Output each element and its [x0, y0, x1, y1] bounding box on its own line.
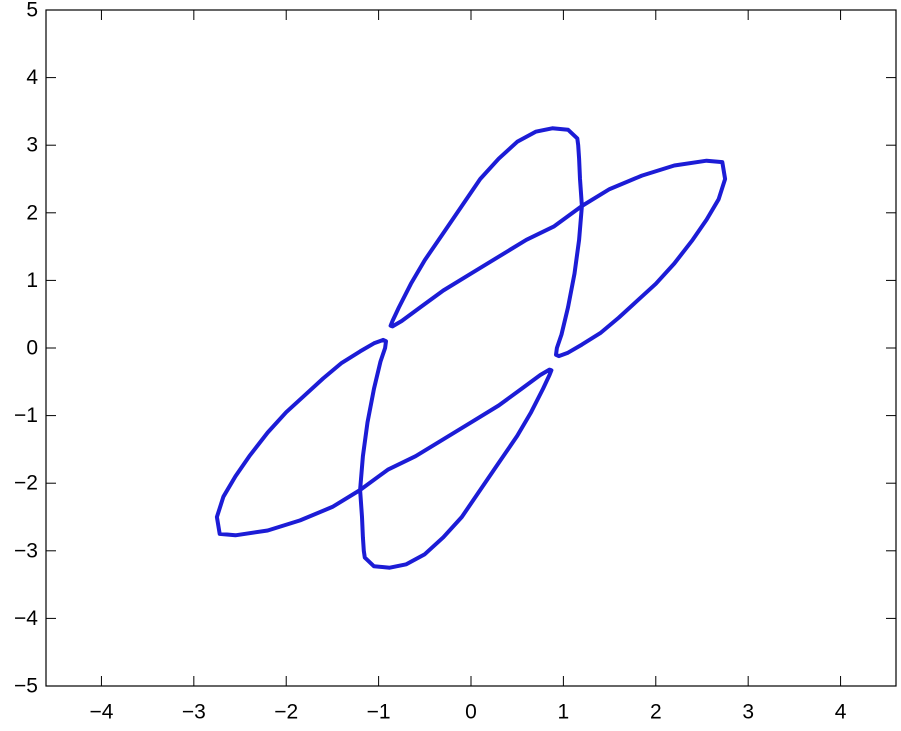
x-tick-label: −1: [367, 701, 391, 724]
y-tick-label: 0: [26, 337, 38, 360]
y-tick-label: 1: [26, 269, 38, 292]
x-tick-label: −3: [182, 701, 206, 724]
tick-layer: −4 −3 −2 −1 0 1 2 3 4 5 4 3 2 1 0 −1 −2 −3 −4 −5: [14, 0, 896, 724]
y-tick-label: −2: [14, 472, 38, 495]
curve-series-1: [388, 126, 728, 359]
y-tick-label: −4: [14, 607, 38, 630]
y-tick-label: −1: [14, 404, 38, 427]
y-tick-label: −5: [14, 675, 38, 698]
x-tick-label: 1: [558, 701, 570, 724]
x-tick-label: 3: [742, 701, 754, 724]
curve-series-2: [214, 337, 554, 570]
plot-frame: [45, 9, 897, 687]
y-tick-label: 4: [26, 66, 38, 89]
y-tick-label: 2: [26, 201, 38, 224]
y-tick-label: −3: [14, 539, 38, 562]
x-tick-label: −4: [89, 701, 113, 724]
x-tick-label: −2: [274, 701, 298, 724]
y-tick-label: 5: [26, 0, 38, 22]
x-tick-label: 0: [465, 701, 477, 724]
plot-background: [46, 10, 896, 686]
y-tick-label: 3: [26, 134, 38, 157]
x-tick-label: 4: [835, 701, 847, 724]
x-tick-label: 2: [650, 701, 662, 724]
curve-layer: [214, 126, 728, 570]
